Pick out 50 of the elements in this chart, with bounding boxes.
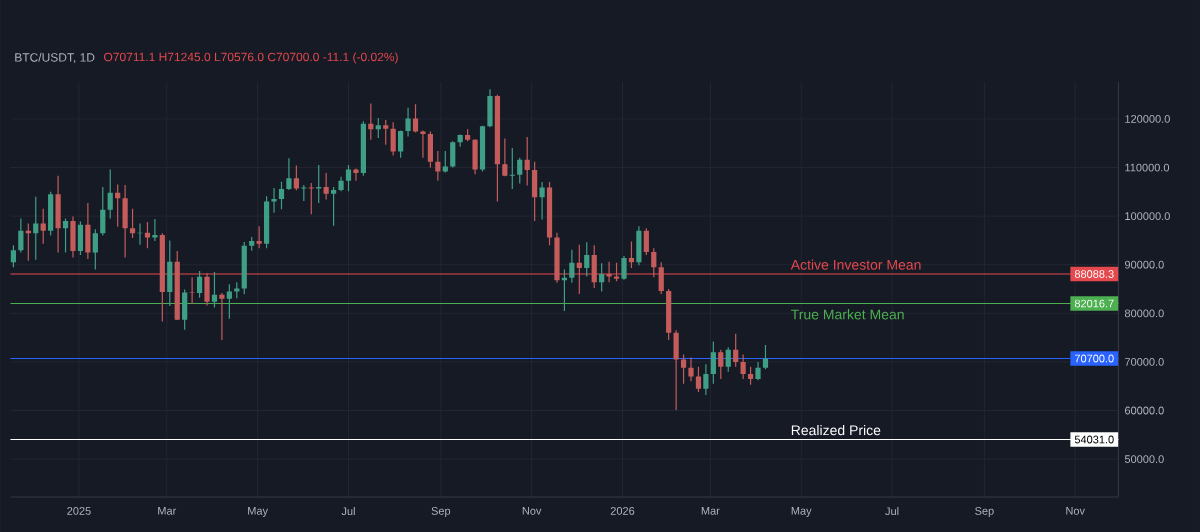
- chart-subtitle: O70711.1 H71245.0 L70576.0 C70700.0 -11.1 (-0.02%): [104, 52, 398, 64]
- y-tick-label: 50000.0: [1124, 455, 1164, 463]
- candlestick: [286, 158, 292, 190]
- candlestick: [55, 175, 61, 253]
- candlestick: [539, 182, 545, 220]
- candlestick: [755, 361, 761, 381]
- x-tick-label: May: [791, 507, 812, 517]
- annotation: 54031.0: [1074, 435, 1114, 444]
- annotation: 82016.7: [1074, 299, 1114, 308]
- x-tick-label: May: [248, 507, 269, 517]
- y-tick-label: 110000.0: [1125, 163, 1170, 172]
- chart-title: BTC/USDT, 1D: [15, 52, 95, 64]
- candlestick: [189, 277, 195, 305]
- x-tick-label: Jul: [885, 507, 899, 516]
- x-tick-label: 2025: [67, 507, 91, 515]
- candlestick: [554, 232, 560, 283]
- ref-line-label: Active Investor Mean: [790, 259, 921, 270]
- y-tick-label: 60000.0: [1125, 406, 1164, 415]
- x-tick-label: Jul: [341, 507, 355, 516]
- candlestick: [271, 187, 277, 213]
- ref-line-label: True Market Mean: [791, 309, 904, 320]
- x-tick-label: Nov: [522, 507, 542, 515]
- candlestick: [405, 107, 411, 137]
- y-tick-label: 120000.0: [1125, 115, 1170, 123]
- candlestick: [621, 255, 627, 280]
- candlestick: [703, 364, 709, 395]
- candlestick: [219, 292, 225, 341]
- candlestick: [487, 89, 493, 128]
- annotation: 70700.0: [1074, 354, 1114, 363]
- y-tick-label: 100000.0: [1125, 212, 1170, 221]
- candlestick: [338, 176, 344, 192]
- candlestick: [353, 168, 359, 181]
- candlestick: [204, 272, 210, 306]
- annotation: 88088.3: [1074, 270, 1114, 278]
- candlestick: [688, 357, 694, 382]
- y-tick-label: 90000.0: [1124, 260, 1164, 269]
- x-tick-label: Mar: [701, 507, 720, 515]
- candlestick: [420, 130, 426, 158]
- ref-line-label: Realized Price: [791, 424, 881, 436]
- candlestick: [152, 219, 158, 241]
- y-tick-label: 70000.0: [1125, 358, 1164, 366]
- x-tick-label: Sep: [975, 507, 994, 517]
- y-tick-label: 80000.0: [1124, 309, 1164, 318]
- x-tick-label: Nov: [1066, 507, 1085, 515]
- x-tick-label: 2026: [610, 507, 635, 515]
- x-tick-label: Mar: [158, 507, 177, 515]
- candlestick: [472, 139, 478, 175]
- x-tick-label: Sep: [431, 507, 451, 517]
- candlestick: [70, 216, 76, 258]
- candlestick: [137, 223, 143, 245]
